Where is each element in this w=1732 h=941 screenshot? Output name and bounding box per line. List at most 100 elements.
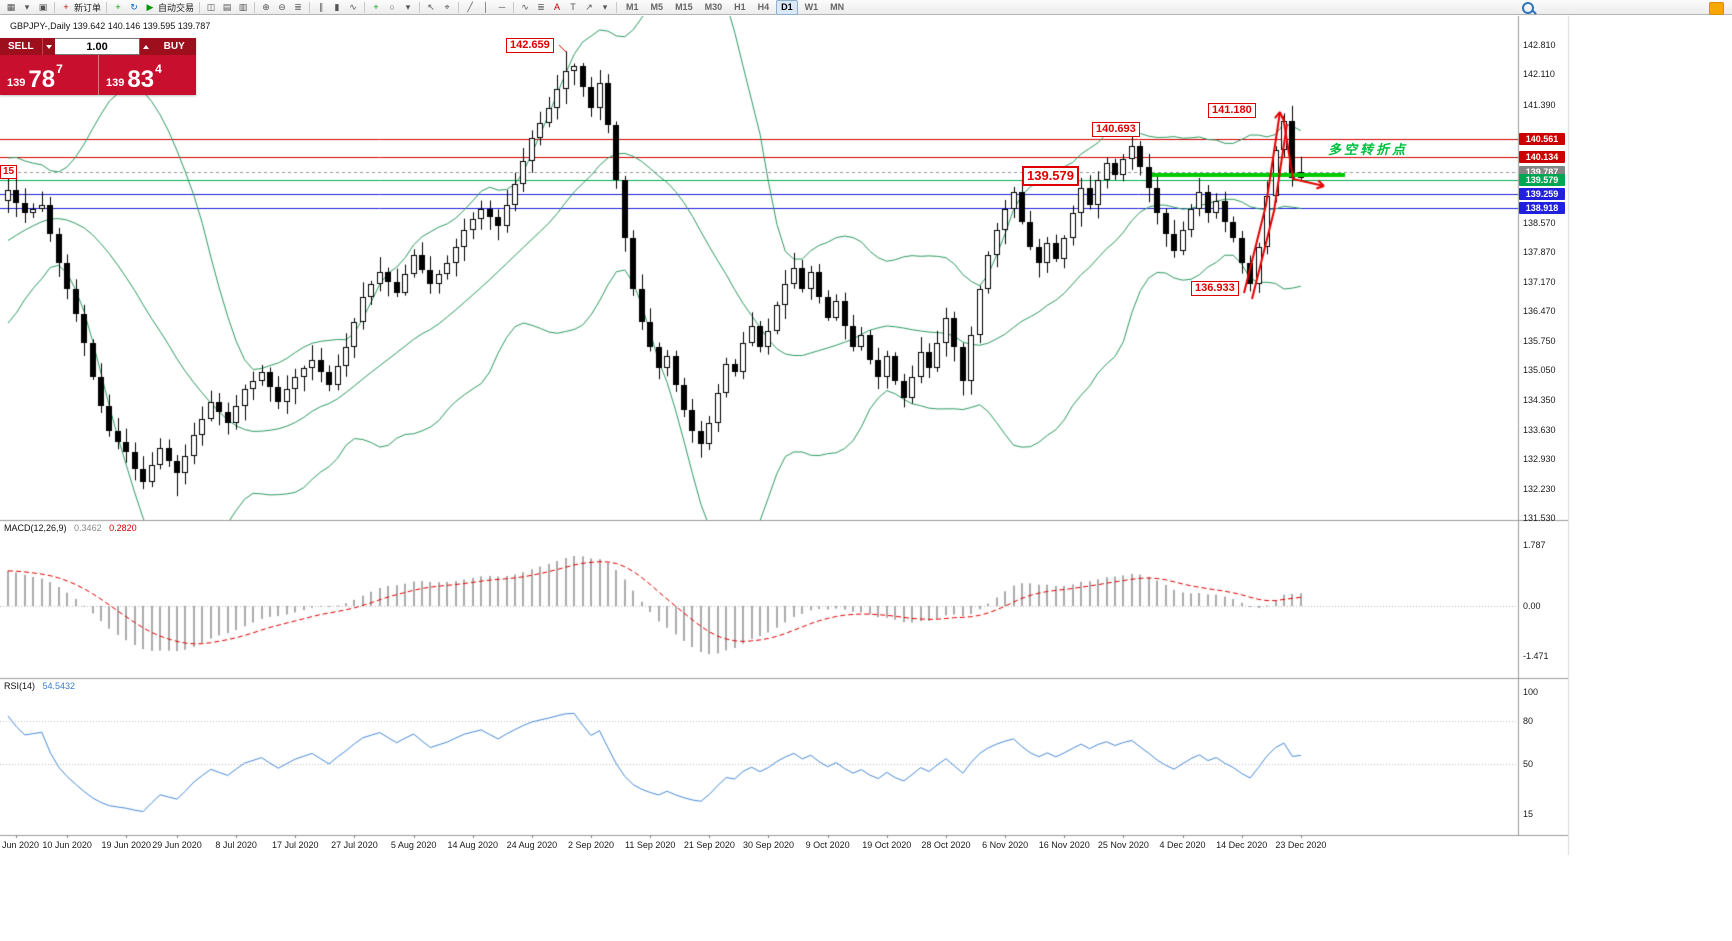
- arrow-objects-icon[interactable]: ↗: [581, 1, 597, 14]
- price-axis-label: 134.350: [1523, 394, 1556, 405]
- timeframe-w1[interactable]: W1: [804, 1, 819, 12]
- price-annotation-box: 142.659: [506, 38, 554, 53]
- price-tag: 139.259: [1519, 187, 1565, 200]
- periods-icon[interactable]: ○: [384, 1, 400, 14]
- chevron-up-icon: [143, 44, 150, 49]
- timeframe-mn[interactable]: MN: [830, 1, 845, 12]
- cursor-icon: ↖: [427, 1, 435, 12]
- profiles-icon[interactable]: ▣: [35, 1, 51, 14]
- cascade-windows-icon[interactable]: ▤: [219, 1, 235, 14]
- price-axis-label: 132.930: [1523, 454, 1556, 465]
- grid-icon[interactable]: ≣: [290, 1, 306, 14]
- price-annotation-box: 136.933: [1191, 281, 1239, 296]
- price-axis-label: 132.230: [1523, 483, 1556, 494]
- price-tag: 139.579: [1519, 174, 1565, 187]
- community-icon[interactable]: [1709, 2, 1724, 15]
- channel-icon[interactable]: ∿: [517, 1, 533, 14]
- date-axis-label: 6 Nov 2020: [982, 840, 1029, 850]
- volume-stepper[interactable]: [138, 38, 153, 55]
- rsi-axis-label: 15: [1523, 808, 1534, 819]
- date-axis-label: 27 Jul 2020: [331, 840, 378, 850]
- toolbar-separator: [54, 1, 55, 13]
- macd-signal-value: 0.2820: [109, 523, 137, 533]
- bull-bear-turning-point-note: 多空转折点: [1328, 142, 1409, 157]
- price-axis-label: 136.470: [1523, 305, 1556, 316]
- hline-icon[interactable]: ─: [494, 1, 510, 14]
- date-axis-label: 28 Oct 2020: [921, 840, 971, 850]
- date-axis-label: 14 Dec 2020: [1216, 840, 1268, 850]
- add-indicator-icon: +: [115, 1, 121, 12]
- new-order-button[interactable]: + 新订单: [58, 1, 103, 14]
- indicators-button-icon[interactable]: +: [368, 1, 384, 14]
- date-axis-label: 19 Oct 2020: [862, 840, 912, 850]
- vline-icon[interactable]: │: [478, 1, 494, 14]
- date-axis-label: 17 Jul 2020: [272, 840, 319, 850]
- bar-chart-icon[interactable]: ∥: [313, 1, 329, 14]
- ask-price-prefix: 139: [106, 77, 125, 89]
- macd-name: MACD(12,26,9): [4, 523, 67, 533]
- buy-header-button[interactable]: BUY: [152, 38, 197, 55]
- crosshair-icon: ⌖: [444, 1, 450, 12]
- objects-dropdown-icon[interactable]: ▾: [597, 1, 613, 14]
- date-axis-label: 10 Jun 2020: [42, 840, 92, 850]
- line-chart-icon[interactable]: ∿: [345, 1, 361, 14]
- price-axis-label: 131.530: [1523, 513, 1556, 523]
- toolbar-separator: [513, 1, 515, 13]
- price-tag: 140.561: [1519, 133, 1565, 146]
- date-axis-label: 16 Nov 2020: [1038, 840, 1090, 850]
- refresh-icon[interactable]: ↻: [126, 1, 142, 14]
- zoom-out-icon: ⊖: [278, 1, 286, 12]
- timeframe-m1[interactable]: M1: [626, 1, 639, 12]
- price-annotation-box: 139.579: [1022, 166, 1079, 186]
- date-axis-label: 2 Sep 2020: [568, 840, 615, 850]
- autotrading-button[interactable]: ▶ 自动交易: [142, 1, 196, 14]
- date-axis-label: 30 Sep 2020: [742, 840, 795, 850]
- price-tag: 138.918: [1519, 202, 1565, 215]
- add-indicator-icon[interactable]: +: [110, 1, 126, 14]
- zoom-in-icon[interactable]: ⊕: [258, 1, 274, 14]
- chart-list-icon: ▾: [24, 1, 30, 12]
- sell-dropdown-button[interactable]: [41, 38, 56, 55]
- templates-icon[interactable]: ▾: [400, 1, 416, 14]
- arrange-windows-icon[interactable]: ▥: [235, 1, 251, 14]
- toolbar-separator: [199, 1, 201, 13]
- trendline-icon[interactable]: ╱: [462, 1, 478, 14]
- timeframe-d1[interactable]: D1: [776, 0, 798, 15]
- date-axis-label: 9 Oct 2020: [805, 840, 850, 850]
- cursor-icon[interactable]: ↖: [423, 1, 439, 14]
- price-annotation-box: 140.693: [1092, 122, 1140, 137]
- text-icon[interactable]: T: [565, 1, 581, 14]
- sell-price-button[interactable]: 139 78 7: [0, 55, 98, 95]
- toolbar-separator: [419, 1, 421, 13]
- price-axis-label: 141.390: [1523, 99, 1556, 110]
- price-axis-label: 142.110: [1523, 69, 1555, 80]
- timeframe-m15[interactable]: M15: [675, 1, 693, 12]
- toolbar-button-label: 自动交易: [158, 2, 195, 13]
- crosshair-icon[interactable]: ⌖: [439, 1, 455, 14]
- chart-list-icon[interactable]: ▾: [19, 1, 35, 14]
- symbol-ohlc-line: GBPJPY-,Daily 139.642 140.146 139.595 13…: [10, 21, 211, 31]
- buy-price-button[interactable]: 139 83 4: [98, 55, 196, 95]
- tile-windows-icon[interactable]: ◫: [203, 1, 219, 14]
- macd-main-value: 0.3462: [74, 523, 102, 533]
- toolbar-items: ▦ ▾ ▣ + 新订单 + ↻ ▶ 自动交易 ◫ ▤ ▥ ⊕ ⊖ ≣ ∥ ▮ ∿ + ○ ▾ ↖ ⌖ ╱ │ ─ ∿ ≣ A T ↗ ▾ M1 M…: [3, 0, 850, 15]
- volume-input[interactable]: 1.00: [55, 38, 139, 55]
- text-label-icon[interactable]: A: [549, 1, 565, 14]
- new-chart-icon[interactable]: ▦: [3, 1, 19, 14]
- timeframe-h1[interactable]: H1: [734, 1, 746, 12]
- toolbar-separator: [106, 1, 108, 13]
- timeframe-m30[interactable]: M30: [704, 1, 723, 12]
- timeframe-m5[interactable]: M5: [650, 1, 664, 12]
- channel-icon: ∿: [521, 1, 529, 12]
- tile-windows-icon: ◫: [206, 1, 216, 12]
- text-icon: T: [570, 1, 576, 12]
- fibonacci-icon[interactable]: ≣: [533, 1, 549, 14]
- date-axis-label: 5 Aug 2020: [390, 840, 437, 850]
- sell-header-button[interactable]: SELL: [0, 38, 42, 55]
- timeframe-h4[interactable]: H4: [757, 1, 770, 12]
- candlestick-chart-icon[interactable]: ▮: [329, 1, 345, 14]
- search-icon[interactable]: [1522, 2, 1534, 14]
- zoom-out-icon[interactable]: ⊖: [274, 1, 290, 14]
